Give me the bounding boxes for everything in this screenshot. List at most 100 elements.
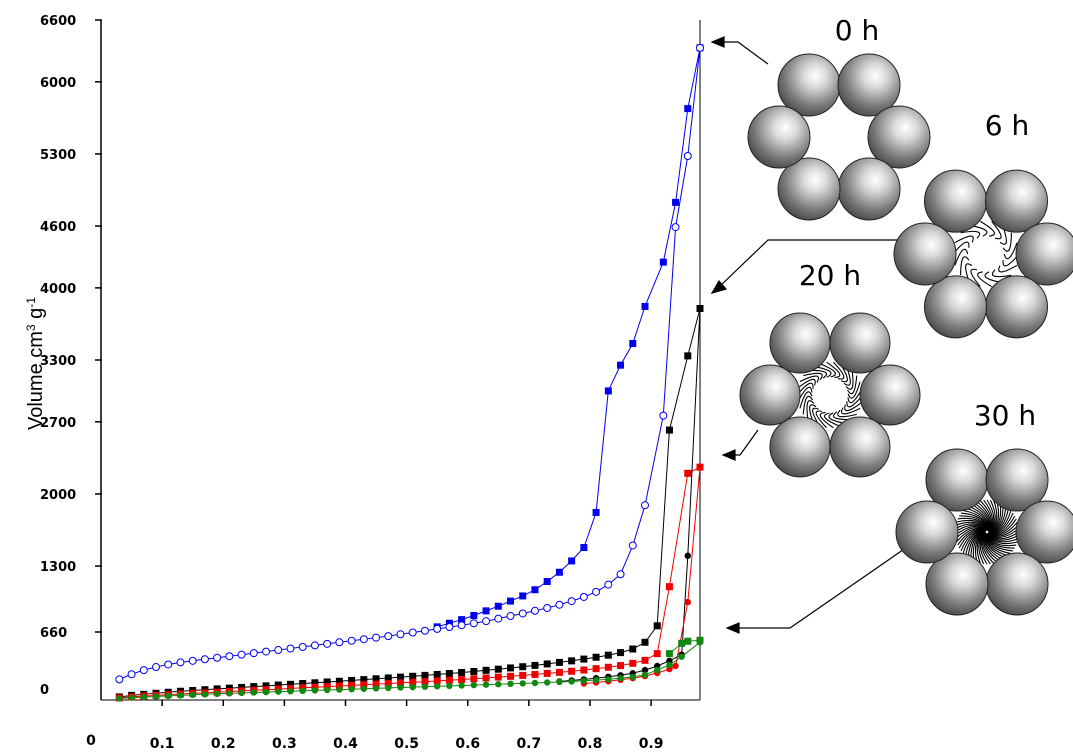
fiber-strand bbox=[799, 391, 813, 409]
data-point bbox=[323, 686, 331, 694]
data-point bbox=[274, 646, 283, 655]
fiber-strand bbox=[826, 361, 841, 378]
data-point bbox=[640, 501, 649, 510]
sphere bbox=[837, 157, 901, 221]
data-point bbox=[445, 670, 453, 678]
data-point bbox=[494, 614, 503, 623]
data-point bbox=[641, 656, 649, 664]
arrow-6h bbox=[717, 239, 903, 289]
data-point bbox=[299, 687, 306, 695]
data-point bbox=[458, 616, 466, 624]
data-point bbox=[127, 670, 136, 679]
sphere bbox=[895, 500, 959, 564]
fiber-strand bbox=[954, 248, 969, 266]
series-0 bbox=[433, 44, 704, 631]
fiber-strand bbox=[991, 221, 1002, 240]
data-point bbox=[152, 663, 161, 672]
data-point bbox=[518, 609, 527, 618]
series-7 bbox=[665, 636, 704, 658]
data-point bbox=[684, 105, 692, 113]
sphere bbox=[739, 364, 801, 426]
data-point bbox=[152, 693, 160, 700]
data-point bbox=[672, 198, 680, 206]
data-point bbox=[666, 661, 673, 669]
data-point bbox=[482, 607, 490, 615]
sphere bbox=[829, 312, 891, 374]
data-point bbox=[507, 672, 515, 680]
data-point bbox=[684, 469, 692, 477]
x-tick-label: 0.8 bbox=[578, 736, 603, 752]
data-point bbox=[604, 580, 613, 589]
data-point bbox=[543, 660, 551, 668]
data-point bbox=[446, 682, 453, 690]
data-point bbox=[641, 671, 649, 678]
data-point bbox=[249, 649, 258, 658]
data-point bbox=[629, 340, 637, 348]
data-point bbox=[629, 645, 637, 653]
fiber-strand bbox=[845, 370, 854, 390]
data-point bbox=[360, 681, 368, 689]
data-point bbox=[543, 603, 552, 612]
data-point bbox=[482, 681, 490, 688]
data-point bbox=[323, 678, 331, 686]
fiber-strand bbox=[991, 269, 1012, 278]
data-point bbox=[605, 676, 612, 683]
fiber-strand bbox=[841, 407, 861, 415]
data-point bbox=[397, 673, 404, 681]
data-point bbox=[470, 667, 478, 675]
data-point bbox=[592, 508, 600, 516]
data-point bbox=[311, 679, 319, 687]
series-5 bbox=[580, 463, 704, 687]
sphere bbox=[924, 275, 987, 339]
data-point bbox=[201, 691, 209, 698]
data-point bbox=[421, 678, 429, 686]
data-point bbox=[653, 650, 661, 658]
pore-schematic-0h: 0 h bbox=[747, 14, 931, 221]
data-point bbox=[568, 557, 576, 565]
data-point bbox=[299, 680, 307, 688]
data-point bbox=[592, 653, 600, 661]
series-1 bbox=[115, 43, 704, 684]
data-point bbox=[164, 660, 173, 669]
data-point bbox=[531, 679, 539, 687]
y-tick-label: 2700 bbox=[40, 416, 76, 431]
data-point bbox=[519, 663, 527, 671]
data-point bbox=[696, 636, 704, 644]
data-point bbox=[274, 681, 282, 689]
data-point bbox=[421, 683, 429, 690]
data-point bbox=[384, 674, 392, 682]
data-point bbox=[494, 665, 502, 673]
sphere bbox=[985, 448, 1049, 512]
data-point bbox=[433, 683, 441, 690]
data-point bbox=[531, 661, 539, 669]
data-point bbox=[665, 426, 673, 434]
fiber-strand bbox=[815, 410, 827, 429]
data-point bbox=[617, 649, 625, 657]
arrow-group bbox=[710, 36, 911, 634]
series-line bbox=[437, 47, 701, 628]
data-point bbox=[653, 622, 661, 630]
data-point bbox=[616, 570, 625, 579]
data-point bbox=[507, 680, 514, 688]
data-point bbox=[372, 675, 380, 683]
y-axis-label: Volume cm3 g-1 bbox=[24, 297, 47, 430]
data-point bbox=[519, 680, 526, 687]
data-point bbox=[506, 612, 515, 621]
data-point bbox=[323, 639, 332, 648]
x-tick-label: 0.4 bbox=[333, 736, 358, 752]
data-point bbox=[458, 682, 465, 689]
y-tick-label: 2000 bbox=[40, 488, 76, 503]
x-tick-label: 0.7 bbox=[516, 736, 541, 752]
data-point bbox=[568, 667, 576, 675]
data-point bbox=[397, 684, 404, 691]
data-point bbox=[555, 658, 563, 666]
data-point bbox=[604, 663, 612, 671]
series-2 bbox=[115, 304, 704, 701]
sphere bbox=[924, 169, 987, 233]
y-tick-label: 4600 bbox=[40, 220, 76, 235]
fiber-strand bbox=[806, 400, 815, 420]
pore-schematic-6h: 6 h bbox=[893, 109, 1073, 339]
data-point bbox=[250, 689, 258, 696]
data-point bbox=[617, 361, 625, 369]
